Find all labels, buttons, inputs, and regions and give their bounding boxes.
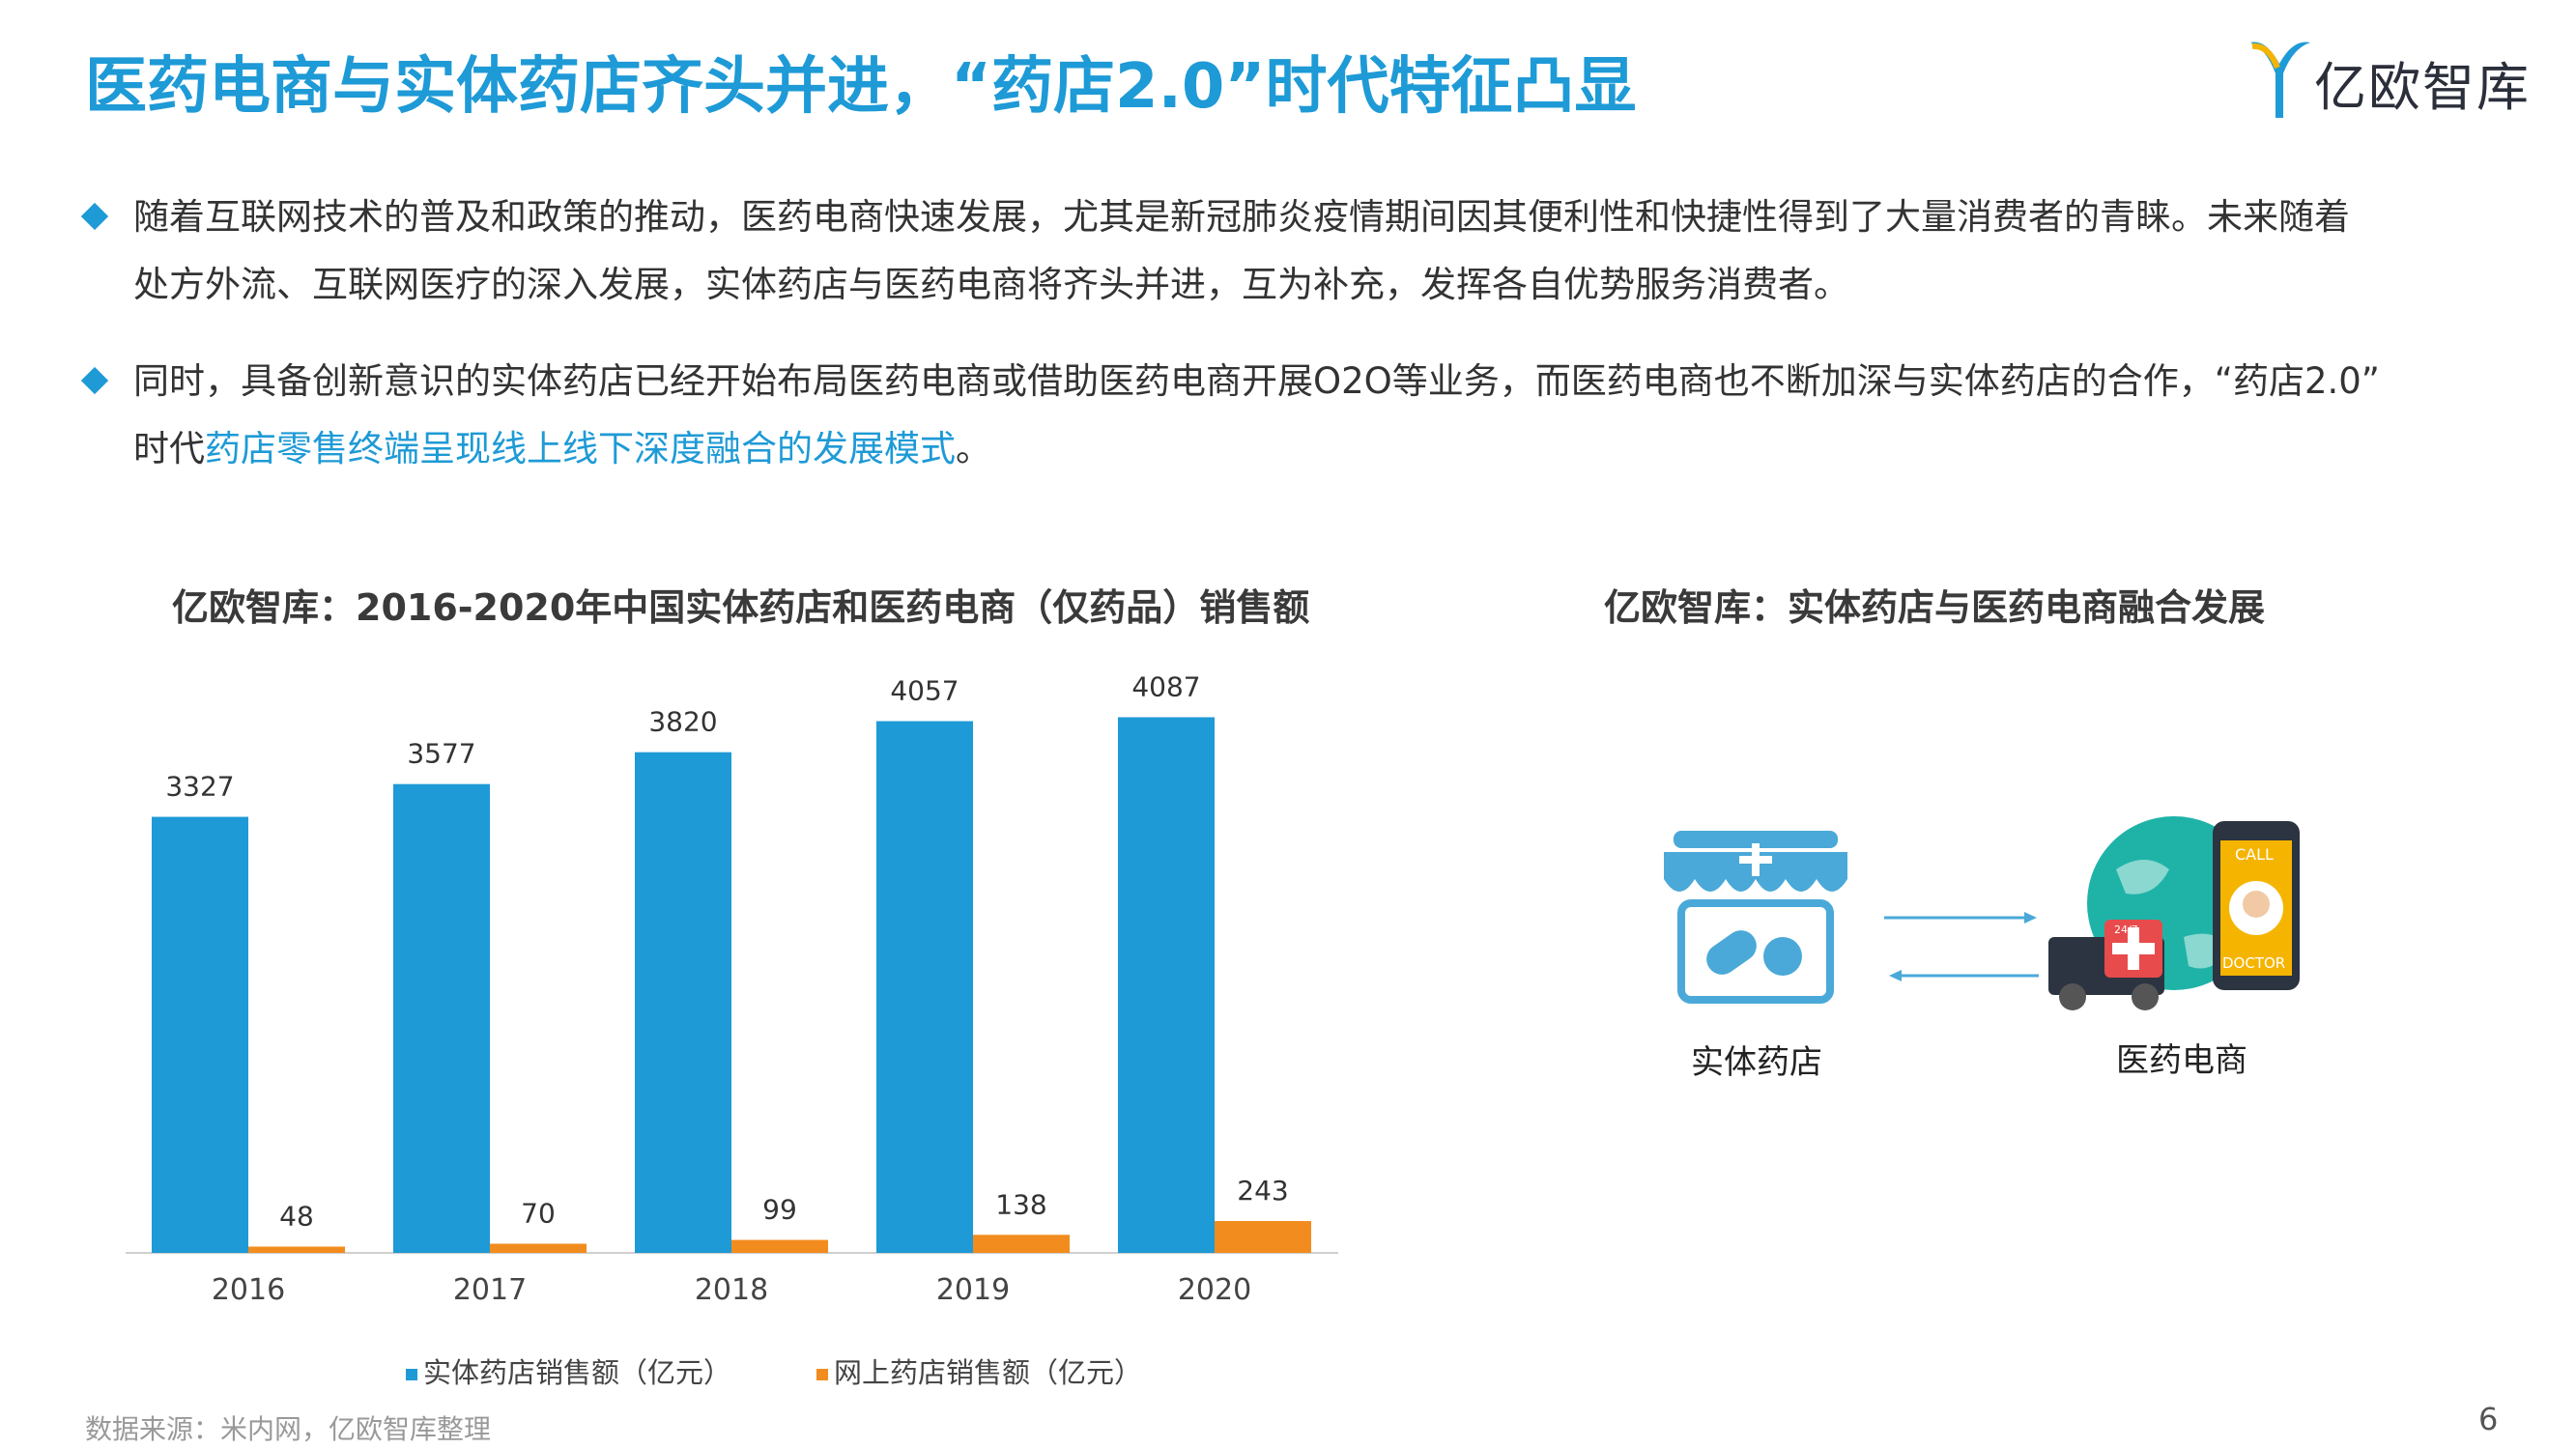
brand-logo: 亿欧智库 (2247, 35, 2536, 122)
value-label-online-2019: 138 (995, 1188, 1046, 1220)
legend-label-online: 网上药店销售额（亿元） (834, 1356, 1143, 1389)
legend-item-online: 网上药店销售额（亿元） (816, 1350, 1142, 1391)
diagram-subtitle: 亿欧智库：实体药店与医药电商融合发展 (1604, 586, 2266, 629)
logo-text: 亿欧智库 (2314, 57, 2531, 118)
value-label-online-2016: 48 (279, 1200, 314, 1232)
legend-label-physical: 实体药店销售额（亿元） (423, 1356, 732, 1389)
value-label-physical-2017: 3577 (407, 738, 475, 770)
bar-online-2019 (973, 1235, 1070, 1253)
call-badge: CALL (2235, 845, 2274, 864)
page-number: 6 (2478, 1401, 2499, 1437)
x-tick-label-2017: 2017 (453, 1273, 527, 1307)
exchange-arrows-icon (1884, 912, 2039, 981)
bar-physical-2020 (1118, 717, 1215, 1253)
bar-online-2020 (1215, 1221, 1311, 1253)
badge-247: 24/7 (2114, 923, 2138, 936)
page-title: 医药电商与实体药店齐头并进，“药店2.0”时代特征凸显 (85, 51, 1637, 123)
value-label-online-2020: 243 (1237, 1175, 1288, 1207)
bullet-2-line-1: 同时，具备创新意识的实体药店已经开始布局医药电商或借助医药电商开展O2O等业务，… (133, 360, 2380, 402)
fusion-diagram: CALL DOCTOR 24/7 实体药店 医药电商 (1643, 811, 2319, 1101)
bar-physical-2019 (876, 721, 973, 1253)
bullet-2-highlight: 药店零售终端呈现线上线下深度融合的发展模式 (205, 428, 956, 469)
value-label-online-2018: 99 (762, 1194, 797, 1226)
logo-mark-icon (2250, 42, 2310, 118)
bar-physical-2016 (152, 816, 248, 1253)
data-source: 数据来源：米内网，亿欧智库整理 (85, 1413, 492, 1445)
x-tick-label-2020: 2020 (1178, 1273, 1251, 1307)
diamond-bullet-icon (80, 202, 109, 231)
value-label-physical-2020: 4087 (1131, 676, 1200, 702)
label-pharma-ecommerce: 医药电商 (2116, 1041, 2247, 1080)
bullet-1-line-1: 随着互联网技术的普及和政策的推动，医药电商快速发展，尤其是新冠肺炎疫情期间因其便… (133, 196, 2350, 238)
pharmacy-store-icon (1664, 831, 1847, 1004)
legend-swatch-orange (816, 1369, 828, 1380)
value-label-physical-2018: 3820 (648, 706, 717, 738)
x-tick-label-2019: 2019 (936, 1273, 1010, 1307)
diamond-bullet-icon (80, 366, 109, 395)
bar-online-2016 (248, 1246, 345, 1253)
value-label-online-2017: 70 (521, 1198, 556, 1230)
bullet-2-suffix: 。 (956, 428, 991, 469)
bar-chart: 3327 48 2016 3577 70 2017 3820 99 2018 4057 138 201… (126, 676, 1338, 1307)
diagram-graphics: CALL DOCTOR 24/7 (1664, 816, 2300, 1010)
bullet-1-line-2: 处方外流、互联网医疗的深入发展，实体药店与医药电商将齐头并进，互为补充，发挥各自… (133, 264, 1849, 305)
legend-item-physical: 实体药店销售额（亿元） (406, 1350, 731, 1391)
x-tick-label-2016: 2016 (212, 1273, 285, 1307)
value-label-physical-2016: 3327 (165, 771, 234, 803)
value-label-physical-2019: 4057 (890, 676, 959, 707)
x-tick-label-2018: 2018 (695, 1273, 768, 1307)
bar-online-2017 (490, 1243, 587, 1253)
bullet-2-prefix: 时代 (133, 428, 205, 469)
bar-physical-2018 (635, 752, 731, 1253)
bar-physical-2017 (393, 783, 490, 1253)
chart-subtitle: 亿欧智库：2016-2020年中国实体药店和医药电商（仅药品）销售额 (172, 586, 1310, 629)
bar-online-2018 (731, 1239, 828, 1253)
label-physical-pharmacy: 实体药店 (1691, 1043, 1822, 1082)
ecommerce-doctor-icon (2048, 816, 2300, 1010)
bullet-2-line-2: 时代药店零售终端呈现线上线下深度融合的发展模式。 (133, 415, 2530, 483)
doctor-badge: DOCTOR (2222, 954, 2285, 972)
legend-swatch-blue (406, 1369, 417, 1380)
